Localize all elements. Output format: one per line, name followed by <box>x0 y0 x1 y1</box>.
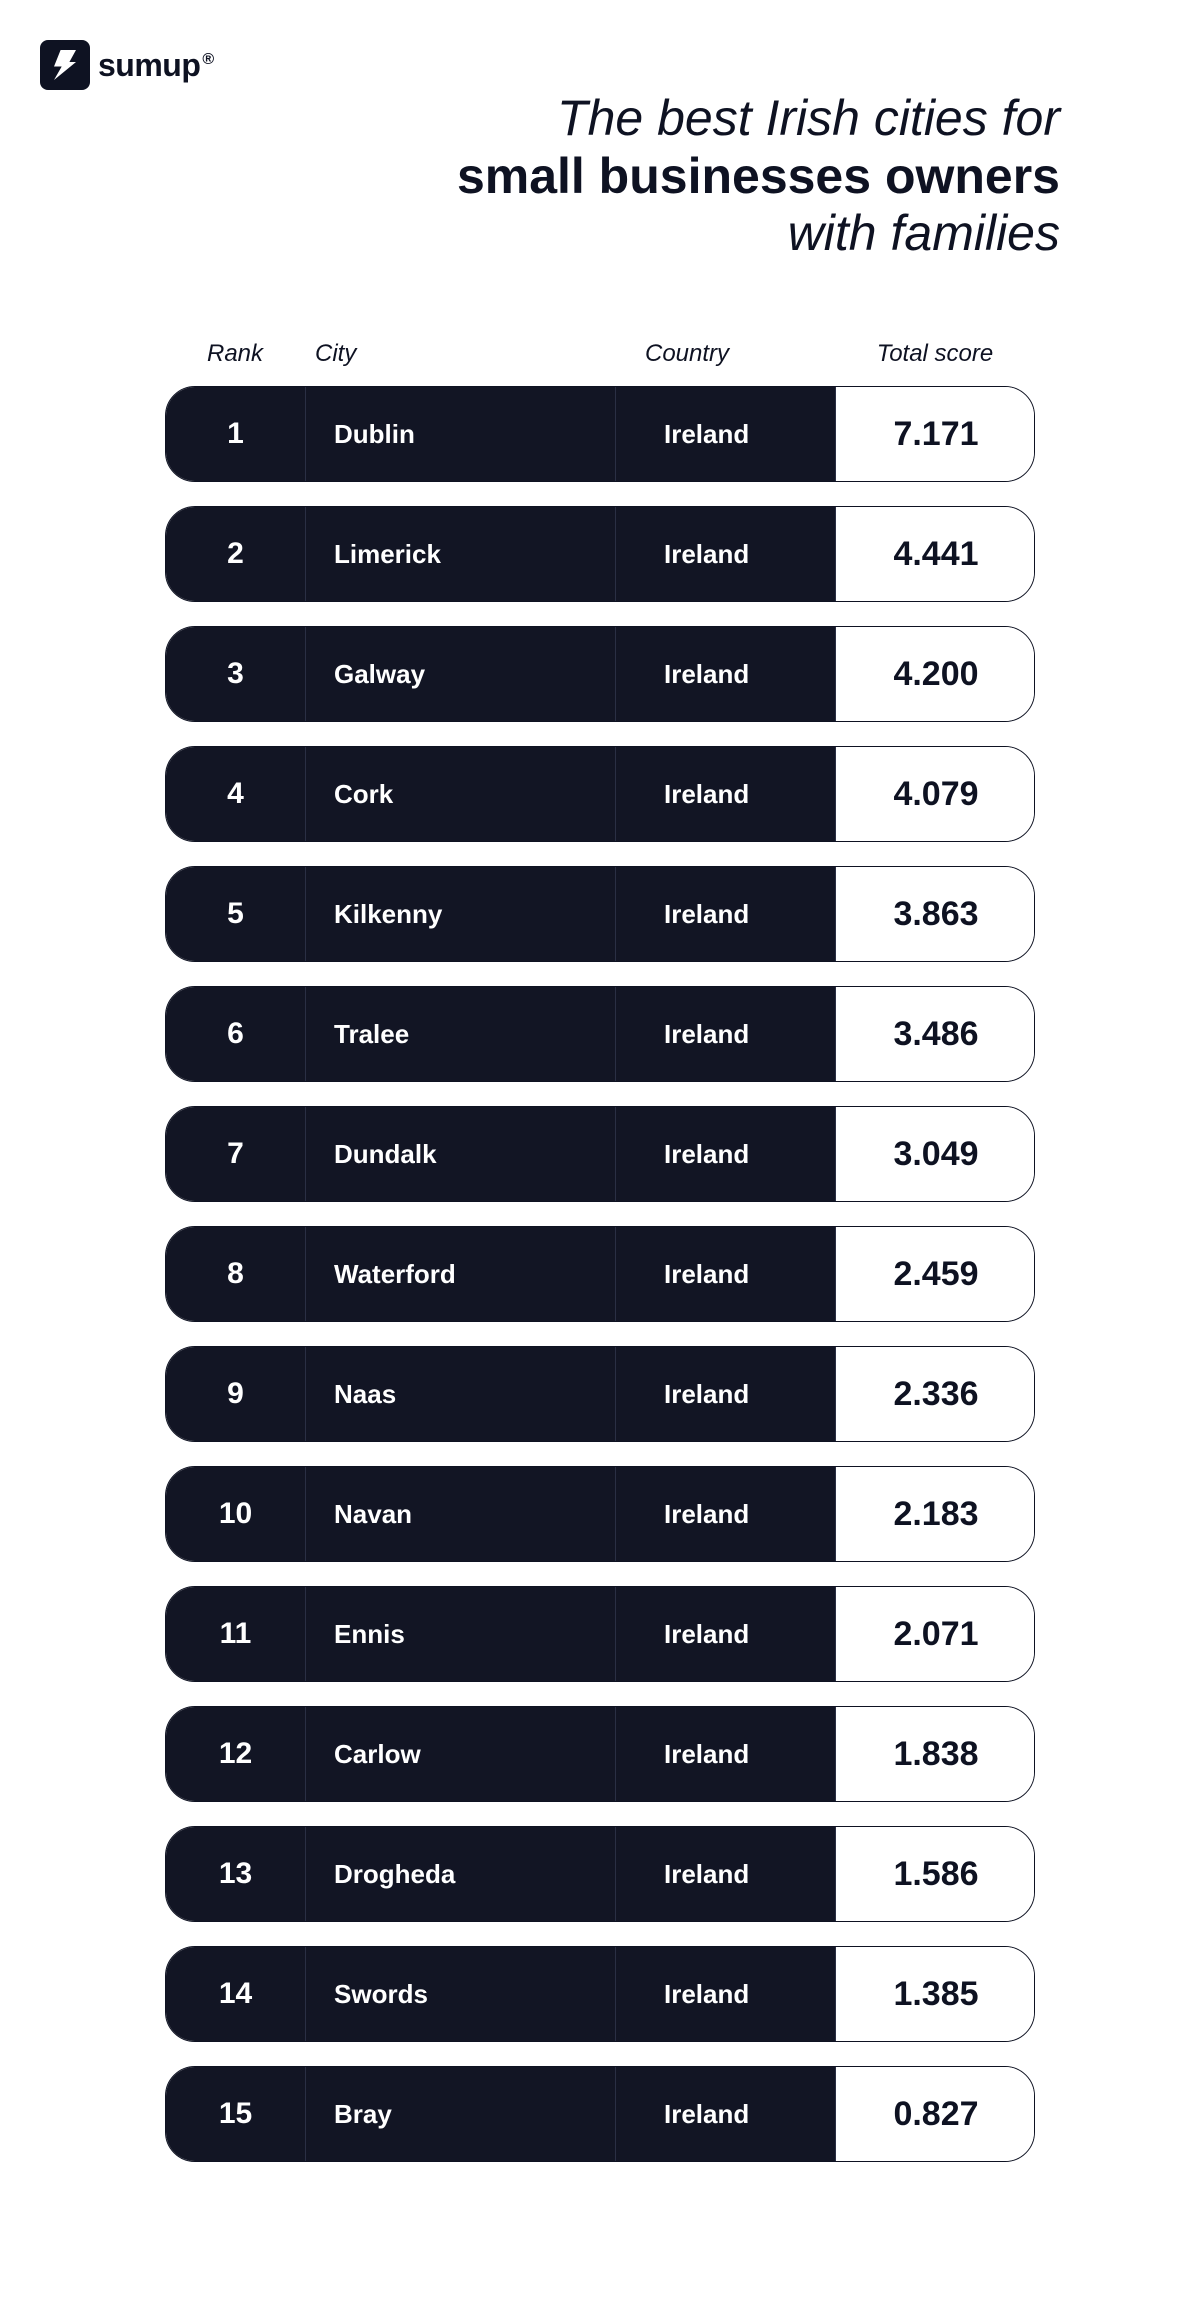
table-row: 2LimerickIreland4.441 <box>165 506 1035 602</box>
cell-score: 3.863 <box>836 867 1035 961</box>
cell-rank: 3 <box>166 627 306 721</box>
cell-rank: 6 <box>166 987 306 1081</box>
cell-score: 7.171 <box>836 387 1035 481</box>
cell-score: 2.459 <box>836 1227 1035 1321</box>
table-row: 4CorkIreland4.079 <box>165 746 1035 842</box>
cell-country: Ireland <box>616 987 836 1081</box>
cell-rank: 4 <box>166 747 306 841</box>
cell-rank: 1 <box>166 387 306 481</box>
table-row: 9NaasIreland2.336 <box>165 1346 1035 1442</box>
col-header-rank: Rank <box>165 340 305 368</box>
cell-rank: 13 <box>166 1827 306 1921</box>
cell-rank: 9 <box>166 1347 306 1441</box>
cell-country: Ireland <box>616 1947 836 2041</box>
table-row: 12CarlowIreland1.838 <box>165 1706 1035 1802</box>
cell-country: Ireland <box>616 867 836 961</box>
cell-score: 3.486 <box>836 987 1035 1081</box>
cell-country: Ireland <box>616 1467 836 1561</box>
title-line-2: small businesses owners <box>457 148 1060 206</box>
cell-score: 2.183 <box>836 1467 1035 1561</box>
cell-country: Ireland <box>616 1107 836 1201</box>
cell-score: 1.838 <box>836 1707 1035 1801</box>
brand-logo-icon <box>40 40 90 90</box>
cell-rank: 12 <box>166 1707 306 1801</box>
cell-city: Kilkenny <box>306 867 616 961</box>
table-row: 7DundalkIreland3.049 <box>165 1106 1035 1202</box>
cell-score: 2.336 <box>836 1347 1035 1441</box>
cell-score: 3.049 <box>836 1107 1035 1201</box>
cell-rank: 8 <box>166 1227 306 1321</box>
brand-name-text: sumup <box>98 47 200 83</box>
cell-country: Ireland <box>616 747 836 841</box>
table-row: 13DroghedaIreland1.586 <box>165 1826 1035 1922</box>
ranking-table: Rank City Country Total score 1DublinIre… <box>165 340 1035 2162</box>
cell-rank: 5 <box>166 867 306 961</box>
table-row: 5KilkennyIreland3.863 <box>165 866 1035 962</box>
cell-country: Ireland <box>616 1227 836 1321</box>
cell-city: Swords <box>306 1947 616 2041</box>
cell-city: Waterford <box>306 1227 616 1321</box>
cell-score: 0.827 <box>836 2067 1035 2161</box>
col-header-city: City <box>305 340 615 368</box>
cell-country: Ireland <box>616 1587 836 1681</box>
cell-country: Ireland <box>616 627 836 721</box>
cell-city: Galway <box>306 627 616 721</box>
cell-city: Dundalk <box>306 1107 616 1201</box>
table-row: 14SwordsIreland1.385 <box>165 1946 1035 2042</box>
cell-rank: 11 <box>166 1587 306 1681</box>
cell-rank: 14 <box>166 1947 306 2041</box>
infographic-title: The best Irish cities for small business… <box>457 90 1060 263</box>
cell-score: 1.385 <box>836 1947 1035 2041</box>
cell-city: Bray <box>306 2067 616 2161</box>
cell-score: 1.586 <box>836 1827 1035 1921</box>
cell-country: Ireland <box>616 1707 836 1801</box>
cell-score: 4.200 <box>836 627 1035 721</box>
cell-score: 2.071 <box>836 1587 1035 1681</box>
table-row: 1DublinIreland7.171 <box>165 386 1035 482</box>
table-row: 8WaterfordIreland2.459 <box>165 1226 1035 1322</box>
table-row: 15BrayIreland0.827 <box>165 2066 1035 2162</box>
cell-city: Limerick <box>306 507 616 601</box>
cell-city: Drogheda <box>306 1827 616 1921</box>
cell-city: Cork <box>306 747 616 841</box>
table-row: 11EnnisIreland2.071 <box>165 1586 1035 1682</box>
table-rows-container: 1DublinIreland7.1712LimerickIreland4.441… <box>165 386 1035 2162</box>
cell-city: Naas <box>306 1347 616 1441</box>
title-line-3: with families <box>457 205 1060 263</box>
cell-country: Ireland <box>616 1347 836 1441</box>
brand-registered-mark: ® <box>202 51 213 68</box>
table-column-headers: Rank City Country Total score <box>165 340 1035 386</box>
title-line-1: The best Irish cities for <box>457 90 1060 148</box>
cell-score: 4.079 <box>836 747 1035 841</box>
table-row: 6TraleeIreland3.486 <box>165 986 1035 1082</box>
cell-score: 4.441 <box>836 507 1035 601</box>
col-header-score: Total score <box>835 340 1035 368</box>
cell-country: Ireland <box>616 1827 836 1921</box>
cell-city: Navan <box>306 1467 616 1561</box>
cell-rank: 10 <box>166 1467 306 1561</box>
cell-country: Ireland <box>616 387 836 481</box>
cell-country: Ireland <box>616 2067 836 2161</box>
cell-city: Dublin <box>306 387 616 481</box>
cell-rank: 7 <box>166 1107 306 1201</box>
brand-logo: sumup® <box>40 40 214 90</box>
table-row: 3GalwayIreland4.200 <box>165 626 1035 722</box>
col-header-country: Country <box>615 340 835 368</box>
cell-rank: 2 <box>166 507 306 601</box>
cell-city: Tralee <box>306 987 616 1081</box>
table-row: 10NavanIreland2.183 <box>165 1466 1035 1562</box>
cell-city: Carlow <box>306 1707 616 1801</box>
cell-rank: 15 <box>166 2067 306 2161</box>
cell-city: Ennis <box>306 1587 616 1681</box>
brand-name: sumup® <box>98 47 214 84</box>
cell-country: Ireland <box>616 507 836 601</box>
